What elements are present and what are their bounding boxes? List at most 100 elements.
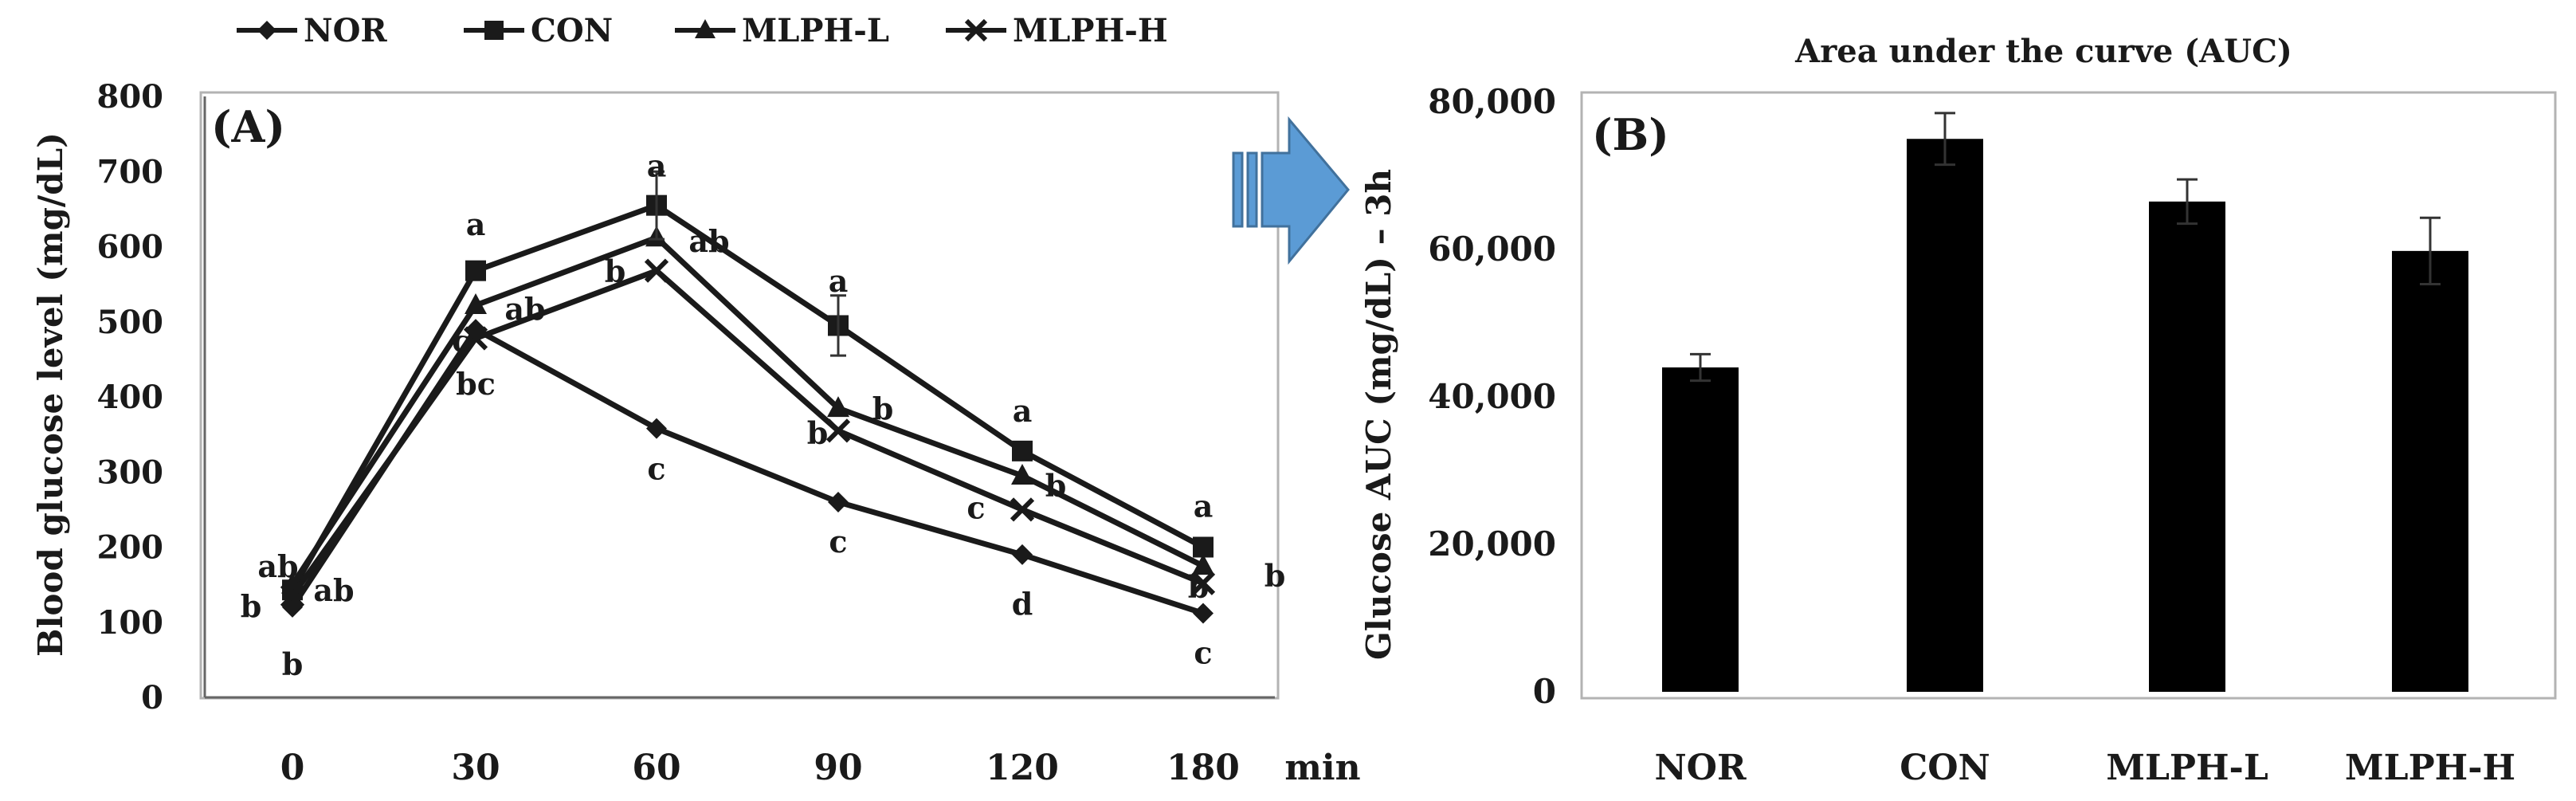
y-tick-label: 500 — [97, 304, 164, 341]
x-tick-label: 30 — [451, 748, 500, 788]
x-tick-label: 0 — [280, 748, 305, 788]
x-tick-label: 120 — [986, 748, 1059, 788]
data-point-mlph-h — [1010, 497, 1035, 522]
legend-marker-mlph-l — [695, 19, 716, 38]
series-line-mlph-l — [290, 234, 1205, 587]
significance-label: b — [1045, 467, 1067, 503]
significance-label: a — [466, 206, 486, 242]
y-tick-label: 800 — [97, 78, 164, 116]
legend-marker-mlph-h — [964, 18, 988, 42]
series-line-mlph-h — [290, 268, 1205, 598]
legend-label-nor: NOR — [304, 12, 387, 49]
significance-label: ab — [688, 223, 729, 259]
significance-label: a — [647, 148, 667, 184]
significance-label: c — [1194, 634, 1212, 670]
x-tick-label: MLPH-H — [2345, 748, 2515, 788]
panel-a-error-bars — [649, 170, 846, 357]
data-point-nor — [1193, 603, 1214, 624]
legend-marker-con — [484, 21, 504, 40]
significance-label: a — [1013, 393, 1033, 429]
error-bar — [1935, 112, 1955, 167]
significance-label: d — [1012, 586, 1033, 622]
panel-b-plot-frame — [1580, 91, 2557, 700]
x-tick-label: NOR — [1654, 748, 1747, 788]
significance-label: b — [807, 414, 829, 450]
x-tick-label: MLPH-L — [2106, 748, 2268, 788]
panel-b-error-bars — [1690, 112, 2441, 383]
legend-label-mlph-l: MLPH-L — [742, 12, 889, 49]
bar-mlph-h — [2392, 250, 2468, 693]
data-point-mlph-l — [827, 396, 849, 418]
legend-label-mlph-h: MLPH-H — [1013, 12, 1168, 49]
series-line-nor — [290, 326, 1205, 616]
panel-b-bars — [1662, 139, 2468, 693]
bar-mlph-l — [2149, 201, 2225, 692]
data-point-mlph-h — [1190, 571, 1216, 595]
significance-label: b — [605, 253, 626, 289]
significance-label: ab — [313, 572, 354, 608]
panel-a-x-tick-labels: 0 30 60 90 120 180 — [280, 748, 1240, 788]
y-tick-label: 200 — [97, 529, 164, 567]
x-tick-label: 90 — [814, 748, 862, 788]
bar-nor — [1662, 367, 1739, 692]
y-tick-label: 100 — [97, 604, 164, 642]
significance-label: c — [966, 490, 985, 526]
data-point-mlph-l — [1192, 554, 1214, 575]
error-bar — [1690, 352, 1711, 383]
data-point-nor — [646, 418, 667, 439]
significance-label: a — [1194, 489, 1214, 524]
y-tick-label: 300 — [97, 454, 164, 491]
error-bar — [649, 170, 665, 241]
x-tick-label: 180 — [1166, 748, 1240, 788]
significance-label: c — [647, 451, 665, 487]
significance-label: c — [452, 323, 470, 359]
bar-con — [1907, 139, 1983, 692]
right-arrow-icon — [1232, 116, 1350, 265]
significance-label: b — [241, 588, 262, 624]
data-point-nor — [828, 491, 849, 512]
panel-a-y-axis-title: Blood glucose level (mg/dL) — [31, 132, 70, 657]
data-point-mlph-h — [463, 326, 488, 351]
significance-label: c — [829, 524, 847, 560]
y-tick-label: 60,000 — [1428, 230, 1556, 269]
significance-label: bc — [456, 366, 496, 402]
significance-label: ab — [257, 548, 298, 584]
y-tick-label: 700 — [97, 153, 164, 190]
panel-b-title: Area under the curve (AUC) — [1794, 33, 2292, 70]
y-tick-label: 0 — [1533, 672, 1556, 711]
data-point-mlph-h — [644, 258, 669, 283]
significance-label: b — [1264, 557, 1286, 593]
y-tick-label: 400 — [97, 379, 164, 416]
y-tick-label: 600 — [97, 229, 164, 266]
y-tick-label: 20,000 — [1428, 524, 1556, 563]
legend-label-con: CON — [531, 12, 613, 49]
data-point-con — [1012, 440, 1033, 461]
data-point-con — [465, 260, 486, 281]
data-point-mlph-l — [465, 293, 487, 315]
data-point-mlph-l — [1011, 463, 1033, 485]
significance-label: a — [829, 263, 849, 299]
series-line-con — [289, 202, 1205, 591]
data-point-mlph-h — [280, 583, 305, 608]
panel-b-y-tick-labels: 0 20,000 40,000 60,000 80,000 — [1428, 82, 1556, 711]
legend-marker-nor — [257, 21, 276, 40]
significance-label: ab — [504, 291, 545, 327]
panel-b-x-tick-labels: NOR CON MLPH-L MLPH-H — [1654, 748, 2515, 788]
significance-label: b — [282, 646, 304, 682]
panel-a-line-chart: (A) Blood glucose level (mg/dL) min 0 100… — [31, 78, 1361, 788]
panel-a-y-tick-labels: 0 100 200 300 400 500 600 700 800 — [97, 78, 164, 717]
panel-a-series — [280, 194, 1216, 624]
y-tick-label: 0 — [141, 679, 163, 717]
error-bar — [2420, 216, 2441, 285]
panel-a-label: (A) — [211, 101, 285, 152]
data-point-nor — [1012, 544, 1033, 565]
x-tick-label: CON — [1900, 748, 1990, 788]
panel-a-plot-frame — [199, 91, 1280, 700]
panel-b-y-axis-title: Glucose AUC (mg/dL) – 3h — [1359, 169, 1398, 660]
y-tick-label: 40,000 — [1428, 377, 1556, 416]
panel-a-x-axis-title: min — [1284, 748, 1360, 788]
x-tick-label: 60 — [632, 748, 680, 788]
legend: NOR CON MLPH-L MLPH-H — [237, 12, 1168, 49]
